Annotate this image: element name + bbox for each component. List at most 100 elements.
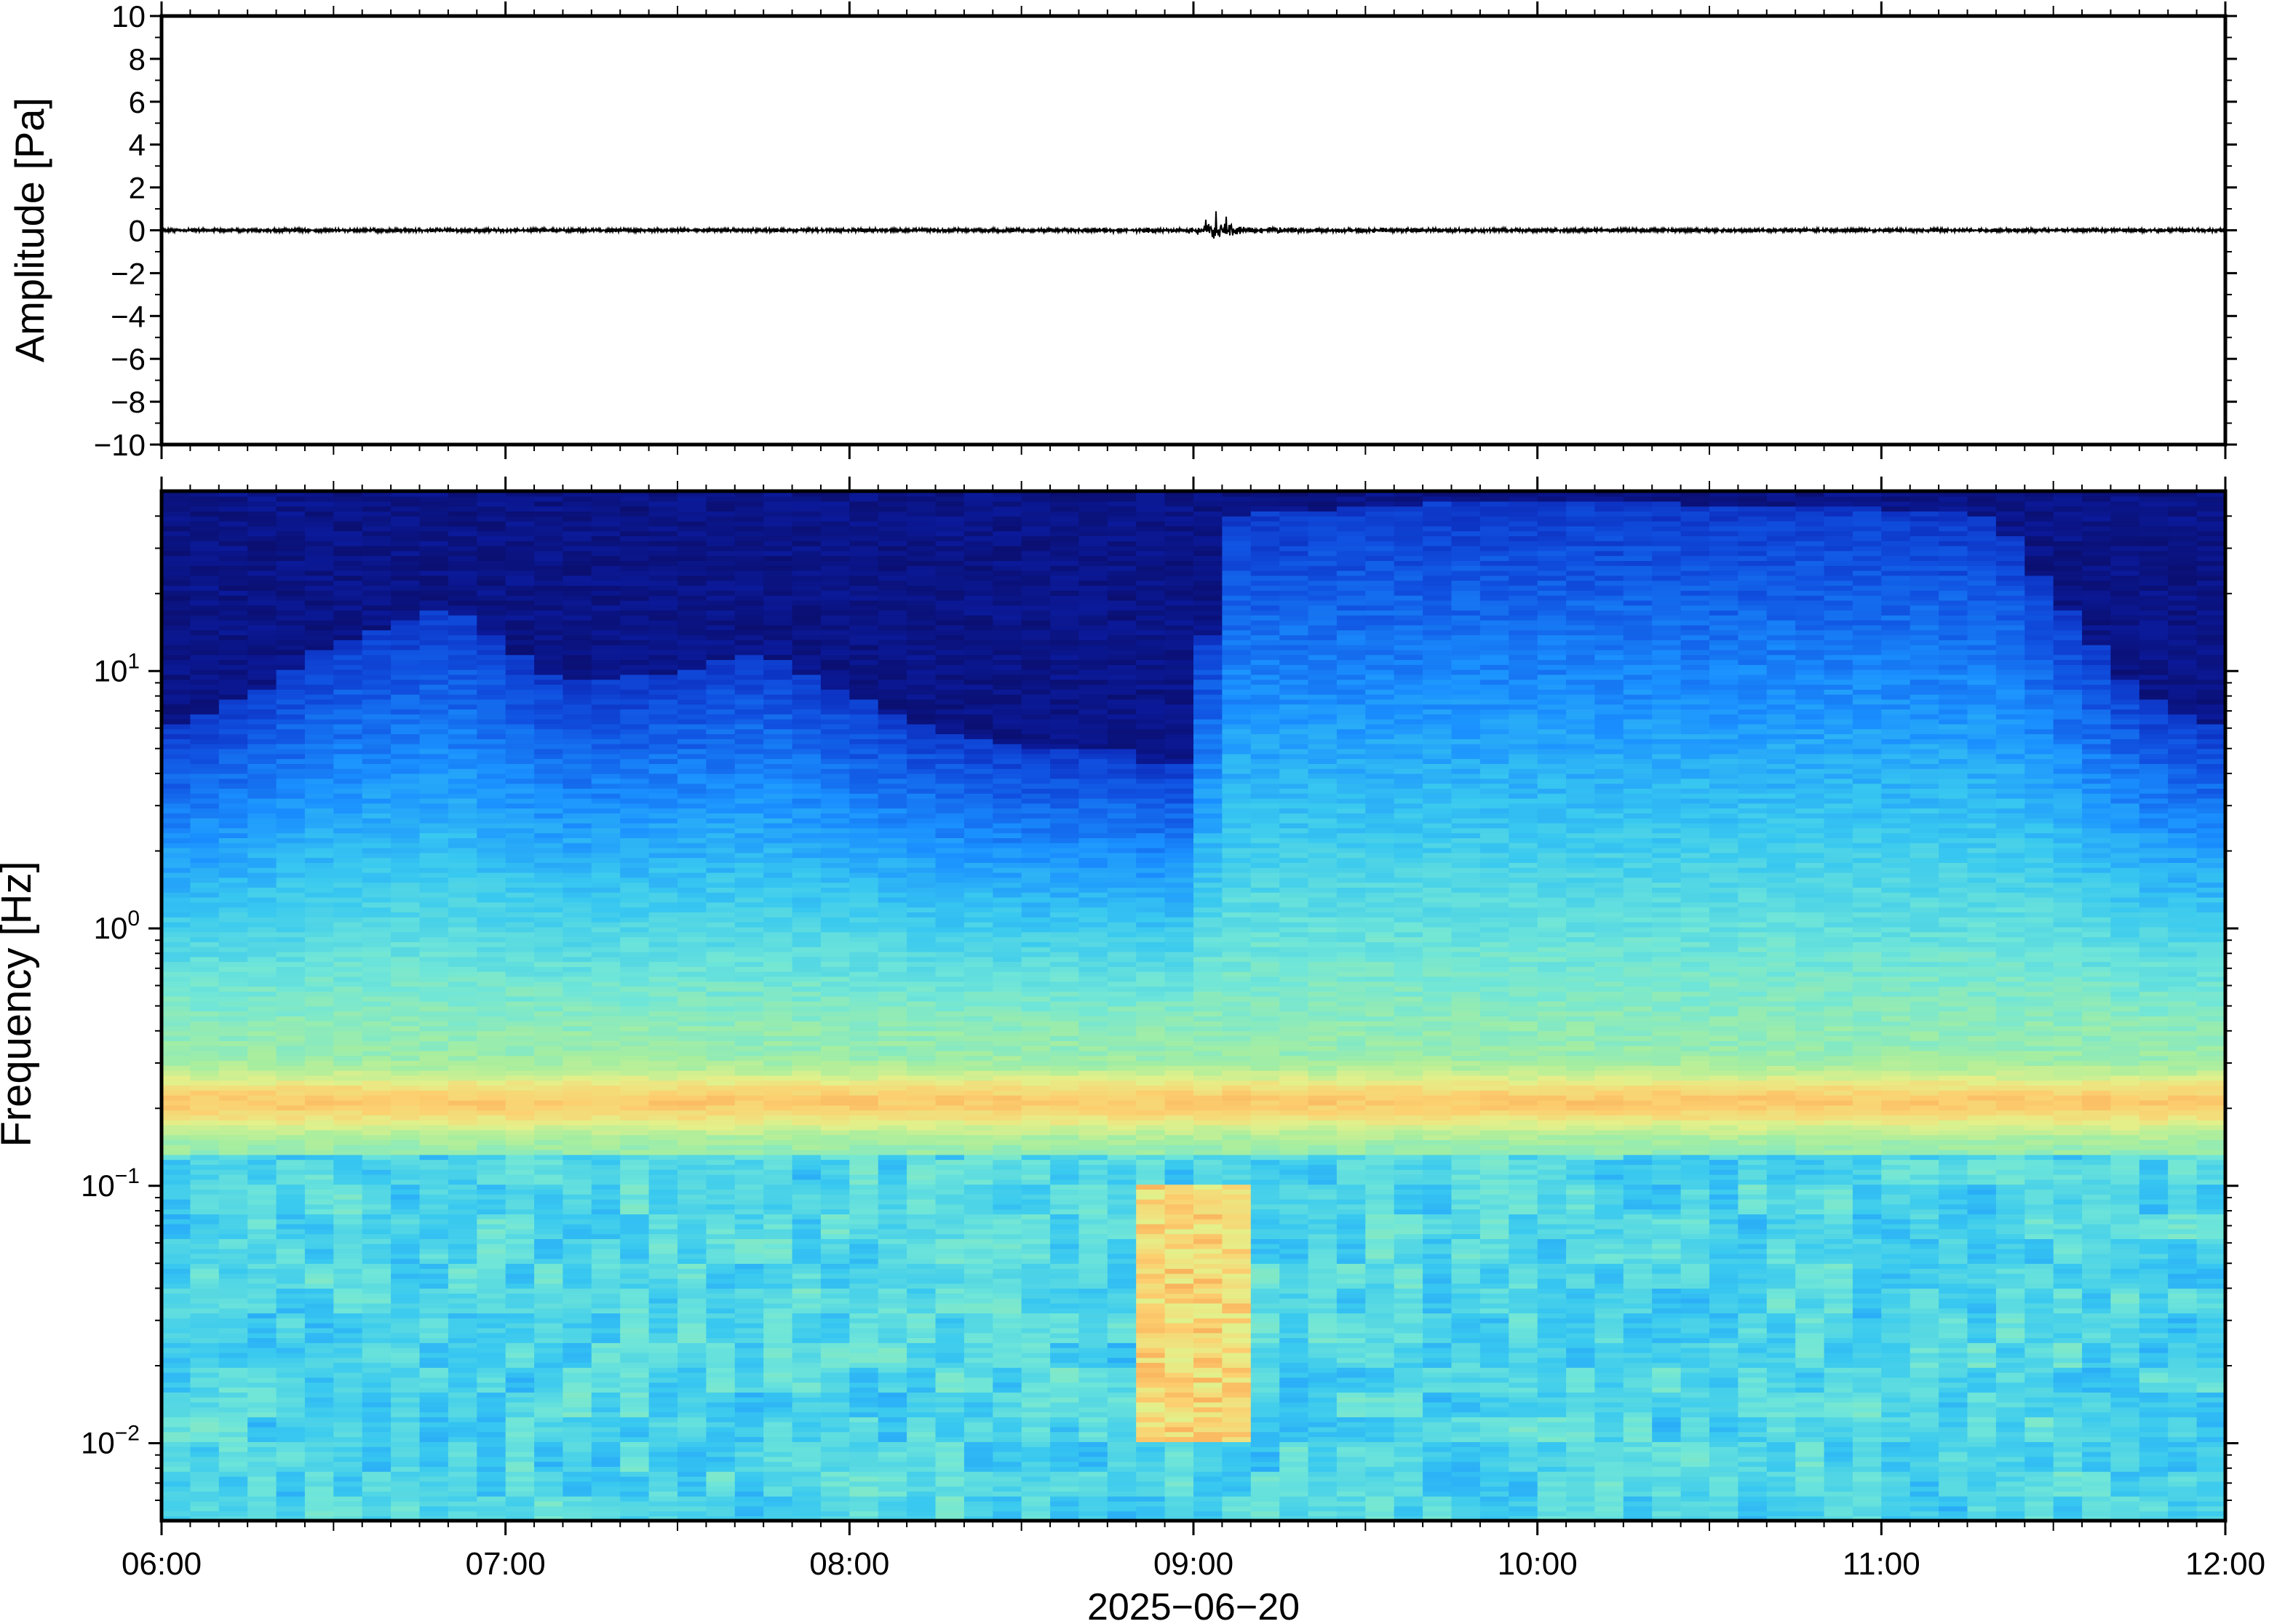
spectrogram-cell (218, 1020, 248, 1027)
spectrogram-cell (534, 1500, 564, 1507)
spectrogram-cell (218, 1030, 248, 1037)
spectrogram-cell (591, 976, 621, 982)
spectrogram-cell (477, 501, 506, 507)
spectrogram-cell (419, 679, 449, 685)
spectrogram-cell (247, 1456, 277, 1462)
spectrogram-cell (304, 491, 335, 497)
spectrogram-cell (419, 536, 449, 541)
spectrogram-cell (534, 1516, 564, 1521)
spectrogram-cell (505, 506, 535, 512)
spectrogram-cell (304, 1000, 335, 1007)
spectrogram-cell (620, 1313, 650, 1318)
spectrogram-cell (505, 545, 535, 552)
spectrogram-cell (591, 1075, 621, 1081)
spectrogram-cell (534, 837, 564, 843)
spectrogram-cell (162, 877, 191, 883)
spectrogram-cell (734, 931, 764, 938)
spectrogram-cell (419, 847, 449, 853)
spectrogram-cell (648, 852, 678, 859)
spectrogram-cell (620, 1090, 650, 1096)
spectrogram-cell (706, 1431, 736, 1438)
spectrogram-cell (190, 501, 220, 507)
spectrogram-cell (448, 966, 478, 972)
spectrogram-cell (505, 901, 535, 908)
spectrogram-cell (477, 1090, 506, 1096)
spectrogram-cell (333, 1412, 363, 1417)
spectrogram-cell (792, 1060, 822, 1066)
spectrogram-cell (563, 709, 592, 715)
spectrogram-cell (477, 1095, 506, 1101)
spectrogram-cell (792, 698, 822, 705)
spectrogram-cell (304, 1461, 335, 1467)
spectrogram-cell (792, 1000, 822, 1007)
spectrogram-cell (706, 674, 736, 680)
spectrogram-cell (591, 1362, 621, 1368)
spectrogram-cell (162, 778, 191, 784)
spectrogram-cell (276, 1095, 306, 1101)
spectrogram-cell (247, 1149, 277, 1155)
spectrogram-cell (563, 600, 592, 606)
spectrogram-cell (734, 1327, 764, 1334)
spectrogram-cell (448, 1253, 478, 1259)
spectrogram-cell (792, 1357, 822, 1364)
spectrogram-cell (620, 1337, 650, 1343)
spectrogram-cell (333, 951, 363, 958)
spectrogram-cell (563, 1233, 592, 1239)
spectrogram-cell (534, 1307, 564, 1314)
spectrogram-cell (448, 986, 478, 992)
spectrogram-cell (247, 1268, 277, 1274)
spectrogram-cell (448, 1347, 478, 1353)
spectrogram-cell (391, 931, 421, 938)
spectrogram-cell (677, 545, 707, 552)
spectrogram-cell (419, 813, 449, 819)
spectrogram-cell (218, 570, 248, 576)
spectrogram-cell (534, 763, 564, 769)
spectrogram-cell (505, 1134, 535, 1140)
spectrogram-cell (706, 778, 736, 784)
spectrogram-cell (333, 1184, 363, 1190)
spectrogram-cell (391, 813, 421, 819)
spectrogram-cell (162, 1169, 191, 1175)
spectrogram-cell (362, 506, 392, 512)
spectrogram-cell (591, 733, 621, 739)
spectrogram-cell (563, 768, 592, 774)
spectrogram-cell (419, 530, 449, 536)
spectrogram-cell (162, 847, 191, 853)
spectrogram-cell (706, 822, 736, 829)
spectrogram-cell (190, 718, 220, 725)
spectrogram-cell (534, 892, 564, 898)
spectrogram-cell (792, 1337, 822, 1343)
spectrogram-cell (591, 1228, 621, 1235)
spectrogram-cell (591, 803, 621, 809)
spectrogram-cell (448, 560, 478, 566)
spectrogram-cell (162, 832, 191, 838)
spectrogram-cell (505, 936, 535, 942)
spectrogram-cell (677, 887, 707, 893)
spectrogram-cell (706, 565, 736, 571)
spectrogram-cell (505, 1243, 535, 1249)
spectrogram-cell (563, 1050, 592, 1056)
spectrogram-cell (218, 1412, 248, 1417)
spectrogram-cell (477, 1219, 506, 1225)
spectrogram-cell (477, 827, 506, 834)
spectrogram-cell (333, 1481, 363, 1487)
spectrogram-cell (706, 892, 736, 898)
spectrogram-cell (448, 857, 478, 863)
spectrogram-cell (677, 1233, 707, 1239)
spectrogram-cell (792, 1253, 822, 1259)
spectrogram-cell (391, 1025, 421, 1032)
spectrogram-cell (391, 689, 421, 695)
spectrogram-cell (333, 743, 363, 749)
spectrogram-cell (591, 1322, 621, 1329)
spectrogram-cell (792, 565, 822, 571)
spectrogram-cell (734, 852, 764, 859)
spectrogram-cell (648, 1110, 678, 1115)
spectrogram-cell (591, 1020, 621, 1027)
spectrogram-cell (477, 976, 506, 982)
spectrogram-cell (333, 1198, 363, 1205)
spectrogram-cell (648, 654, 678, 661)
spectrogram-cell (706, 1406, 736, 1413)
spectrogram-cell (563, 1006, 592, 1012)
spectrogram-cell (362, 1297, 392, 1304)
spectrogram-cell (620, 822, 650, 829)
